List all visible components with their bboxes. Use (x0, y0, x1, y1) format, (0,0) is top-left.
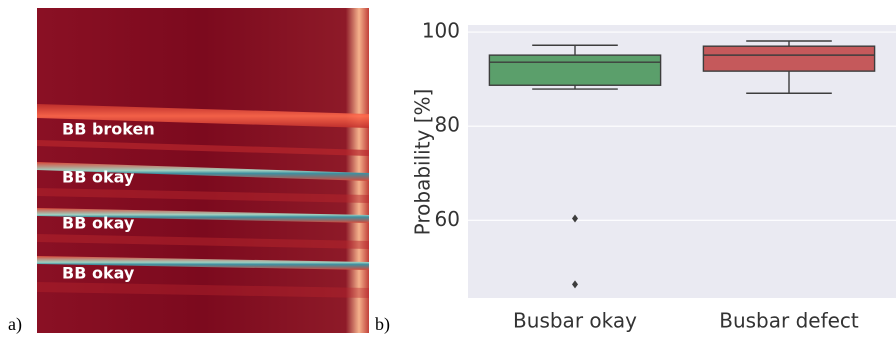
figure: BB broken BB okay BB okay BB okay a) b) Pro… (0, 0, 896, 341)
image-annotation: BB broken (62, 120, 155, 139)
image-annotation: BB okay (62, 264, 135, 283)
x-tick-label: Busbar okay (513, 309, 637, 333)
y-tick-label: 80 (435, 113, 460, 137)
box (489, 55, 660, 85)
y-axis-label: Probability [%] (411, 89, 435, 236)
page: BB broken BB okay BB okay BB okay a) b) Pro… (0, 0, 896, 341)
panel-label: b) (375, 314, 390, 335)
image-annotation: BB okay (62, 214, 135, 233)
image-annotation: BB okay (62, 168, 135, 187)
y-tick-label: 60 (435, 207, 460, 231)
panel-label: a) (8, 314, 22, 335)
x-tick-label: Busbar defect (719, 309, 859, 333)
box (703, 46, 874, 71)
y-tick-label: 100 (422, 19, 460, 43)
